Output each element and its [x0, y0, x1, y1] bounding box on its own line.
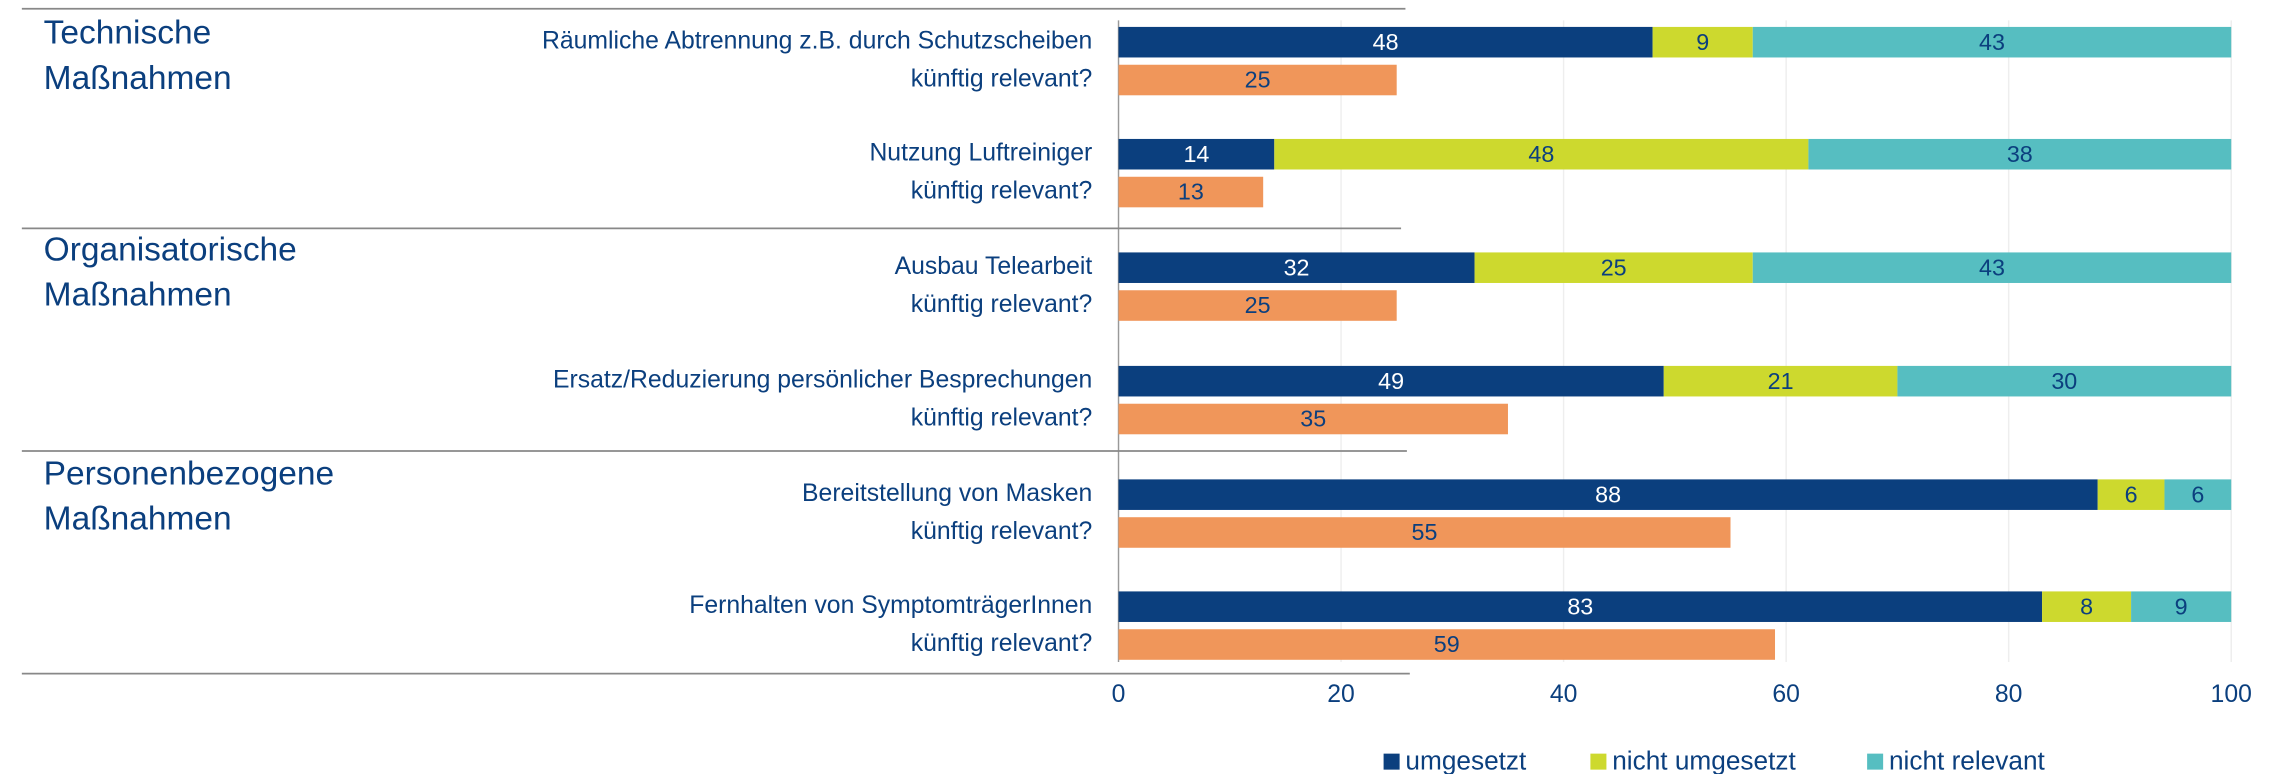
- bar-segment: [1474, 252, 1753, 283]
- relevant-bar: [1118, 290, 1397, 321]
- bar-segment: [1663, 365, 1898, 397]
- bar-segment: [1274, 138, 1809, 170]
- x-tick-label: 40: [1550, 681, 1578, 708]
- legend-label: nicht umgesetzt: [1612, 745, 1796, 774]
- value-label: 8: [2080, 593, 2093, 619]
- bar-segment: [1652, 26, 1753, 58]
- bar-segment: [1118, 138, 1275, 170]
- legend-swatch: [1383, 753, 1400, 770]
- bar-segment: [2042, 591, 2132, 622]
- relevant-label: künftig relevant?: [911, 178, 1093, 205]
- category-label: Räumliche Abtrennung z.B. durch Schutzsc…: [542, 28, 1092, 55]
- value-label: 55: [1412, 519, 1438, 545]
- group-label: Personenbezogene: [44, 456, 334, 493]
- value-label: 83: [1567, 593, 1593, 619]
- bar-segment: [1808, 138, 2232, 170]
- value-label: 9: [1696, 29, 1709, 55]
- value-label: 32: [1284, 254, 1310, 280]
- legend-label: umgesetzt: [1405, 745, 1527, 774]
- bar-segment: [1118, 26, 1653, 58]
- value-label: 6: [2191, 481, 2204, 507]
- legend-swatch: [1590, 753, 1607, 770]
- relevant-bar: [1118, 176, 1264, 208]
- value-label: 59: [1434, 631, 1460, 657]
- value-label: 6: [2125, 481, 2138, 507]
- value-label: 30: [2051, 368, 2077, 394]
- x-tick-label: 0: [1112, 681, 1126, 708]
- group-label: Organisatorische: [44, 232, 297, 269]
- legend-label: nicht relevant: [1889, 745, 2046, 774]
- value-label: 48: [1373, 29, 1399, 55]
- relevant-label: künftig relevant?: [911, 630, 1093, 657]
- relevant-label: künftig relevant?: [911, 66, 1093, 93]
- group-label: Maßnahmen: [44, 60, 232, 97]
- bar-segment: [1752, 26, 2232, 58]
- group-label: Technische: [44, 15, 212, 52]
- bar-segment: [2097, 479, 2165, 510]
- bar-segment: [1118, 591, 2043, 622]
- value-label: 13: [1178, 179, 1204, 205]
- relevant-bar: [1118, 403, 1508, 435]
- value-label: 88: [1595, 481, 1621, 507]
- value-label: 43: [1979, 254, 2005, 280]
- bar-segment: [1118, 479, 2098, 510]
- category-label: Ersatz/Reduzierung persönlicher Besprech…: [553, 367, 1092, 394]
- value-label: 48: [1528, 141, 1554, 167]
- x-tick-label: 100: [2211, 681, 2252, 708]
- value-label: 9: [2175, 593, 2188, 619]
- relevant-bar: [1118, 64, 1397, 96]
- relevant-label: künftig relevant?: [911, 405, 1093, 432]
- bar-segment: [1118, 365, 1664, 397]
- value-label: 14: [1183, 141, 1209, 167]
- value-label: 25: [1245, 292, 1271, 318]
- bar-segment: [2131, 591, 2232, 622]
- x-tick-label: 80: [1995, 681, 2023, 708]
- value-label: 35: [1300, 406, 1326, 432]
- value-label: 25: [1601, 254, 1627, 280]
- value-label: 21: [1768, 368, 1794, 394]
- x-tick-label: 20: [1327, 681, 1355, 708]
- value-label: 49: [1378, 368, 1404, 394]
- value-label: 38: [2007, 141, 2033, 167]
- category-label: Bereitstellung von Masken: [802, 480, 1092, 507]
- bar-segment: [1118, 252, 1475, 283]
- relevant-label: künftig relevant?: [911, 518, 1093, 545]
- group-label: Maßnahmen: [44, 277, 232, 314]
- category-label: Nutzung Luftreiniger: [869, 140, 1092, 167]
- category-label: Fernhalten von SymptomträgerInnen: [689, 592, 1092, 619]
- value-label: 25: [1245, 67, 1271, 93]
- bar-segment: [1897, 365, 2232, 397]
- category-label: Ausbau Telearbeit: [895, 253, 1093, 280]
- relevant-bar: [1118, 517, 1731, 548]
- value-label: 43: [1979, 29, 2005, 55]
- group-label: Maßnahmen: [44, 501, 232, 538]
- bar-segment: [2164, 479, 2232, 510]
- bar-segment: [1752, 252, 2232, 283]
- x-tick-label: 60: [1772, 681, 1800, 708]
- relevant-bar: [1118, 629, 1776, 660]
- relevant-label: künftig relevant?: [911, 291, 1093, 318]
- legend-swatch: [1867, 753, 1884, 770]
